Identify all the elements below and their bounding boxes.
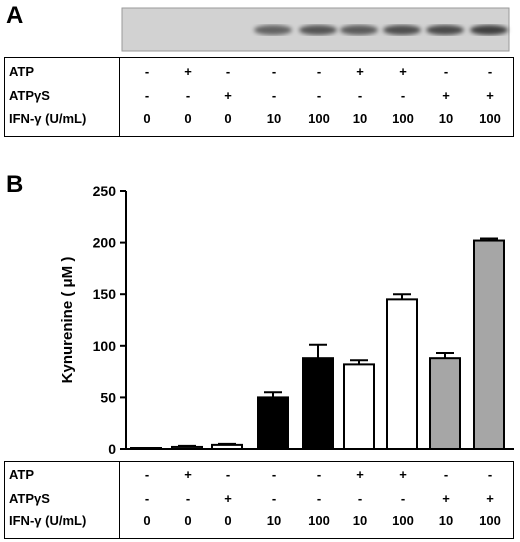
- table-a-cell-atp: -: [144, 64, 150, 79]
- table-b-cell-atp: -: [316, 467, 322, 482]
- blot-band: [254, 25, 292, 35]
- table-b-cell-atpgs: -: [357, 491, 363, 506]
- table-b-cell-atpgs: +: [224, 491, 232, 506]
- table-a-cell-atp: +: [356, 64, 364, 79]
- y-tick-label: 250: [93, 183, 117, 199]
- table-b-cell-atp: +: [356, 467, 364, 482]
- table-a-cell-atpgs: +: [486, 88, 494, 103]
- table-b-cell-atpgs: +: [442, 491, 450, 506]
- y-axis-label: Kynurenine ( μM ): [59, 257, 76, 384]
- table-b-cell-atp: +: [399, 467, 407, 482]
- table-divider: [119, 462, 120, 538]
- table-b-cell-atpgs: -: [271, 491, 277, 506]
- panel-a-condition-table: ATP ATPγS IFN-γ (U/mL) - - 0 + - 0 - +0 - - 10 - - 100 + -…: [4, 57, 514, 137]
- y-tick-label: 200: [93, 235, 117, 251]
- table-b-cell-atp: -: [271, 467, 277, 482]
- table-b-cell-atpgs: -: [316, 491, 322, 506]
- table-b-cell-atp: +: [184, 467, 192, 482]
- blot-band: [383, 25, 421, 35]
- table-b-cell-atpgs: -: [144, 491, 150, 506]
- table-a-cell-ifn: 100: [308, 111, 330, 126]
- table-a-cell-ifn: 100: [479, 111, 501, 126]
- table-b-cell-atpgs: -: [185, 491, 191, 506]
- bar: [343, 363, 375, 451]
- table-b-cell-ifn: 100: [479, 513, 501, 528]
- bar: [473, 239, 505, 450]
- table-a-cell-atp: -: [271, 64, 277, 79]
- bar: [302, 357, 334, 450]
- y-tick-label: 150: [93, 286, 117, 302]
- panel-b-condition-table: ATP ATPγS IFN-γ (U/mL) - - 0 + - 0 - +0 - - 10 - - 100 + -…: [4, 461, 514, 539]
- blot-band: [426, 25, 464, 35]
- blot-band: [340, 25, 378, 35]
- table-b-row-label-atp: ATP: [9, 467, 35, 482]
- bar: [257, 396, 289, 450]
- table-a-cell-ifn: 100: [392, 111, 414, 126]
- table-b-cell-ifn: 10: [266, 513, 282, 528]
- table-a-cell-atpgs: +: [224, 88, 232, 103]
- table-a-cell-atpgs: -: [400, 88, 406, 103]
- bar: [211, 443, 243, 451]
- table-a-cell-atpgs: +: [442, 88, 450, 103]
- table-b-cell-atp: -: [443, 467, 449, 482]
- table-a-cell-ifn: 0: [184, 111, 192, 126]
- table-a-cell-atpgs: -: [357, 88, 363, 103]
- panel-a-letter: A: [6, 2, 24, 29]
- table-a-cell-ifn: 0: [143, 111, 151, 126]
- table-b-cell-ifn: 100: [308, 513, 330, 528]
- blot-band: [299, 25, 337, 35]
- table-a-cell-ifn: 10: [266, 111, 282, 126]
- table-a-cell-atpgs: -: [316, 88, 322, 103]
- table-a-cell-ifn: 10: [438, 111, 454, 126]
- y-tick-label: 0: [108, 441, 116, 457]
- table-a-cell-atp: -: [443, 64, 449, 79]
- table-a-row-label-ifn: IFN-γ (U/mL): [9, 111, 87, 126]
- table-a-cell-atpgs: -: [185, 88, 191, 103]
- table-b-cell-ifn: 10: [438, 513, 454, 528]
- western-blot-image: [121, 7, 510, 52]
- kynurenine-bar-chart: 0 50 100 150 200 250 Kynurenine ( μM ): [59, 183, 514, 457]
- table-b-cell-ifn: 0: [224, 513, 232, 528]
- y-tick-label: 100: [93, 338, 117, 354]
- table-a-cell-ifn: 10: [352, 111, 368, 126]
- bar: [386, 298, 418, 450]
- table-a-cell-atp: -: [487, 64, 493, 79]
- bar: [429, 357, 461, 450]
- y-tick-label: 50: [100, 389, 116, 405]
- table-a-cell-ifn: 0: [224, 111, 232, 126]
- table-a-row-label-atpgs: ATPγS: [9, 88, 50, 103]
- table-b-cell-atp: -: [487, 467, 493, 482]
- table-b-cell-ifn: 0: [184, 513, 192, 528]
- table-b-row-label-atpgs: ATPγS: [9, 491, 50, 506]
- table-b-cell-atp: -: [144, 467, 150, 482]
- table-a-row-label-atp: ATP: [9, 64, 35, 79]
- bar: [130, 447, 162, 450]
- table-a-cell-atpgs: -: [271, 88, 277, 103]
- table-divider: [119, 58, 120, 136]
- table-b-cell-atpgs: -: [400, 491, 406, 506]
- table-b-cell-ifn: 100: [392, 513, 414, 528]
- table-b-cell-ifn: 10: [352, 513, 368, 528]
- table-a-cell-atpgs: -: [144, 88, 150, 103]
- panel-b-letter: B: [6, 171, 24, 198]
- table-b-row-label-ifn: IFN-γ (U/mL): [9, 513, 87, 528]
- table-b-cell-ifn: 0: [143, 513, 151, 528]
- bar: [171, 445, 203, 451]
- table-b-cell-atpgs: +: [486, 491, 494, 506]
- table-a-cell-atp: -: [316, 64, 322, 79]
- table-a-cell-atp: -: [225, 64, 231, 79]
- table-a-cell-atp: +: [184, 64, 192, 79]
- blot-band: [470, 25, 508, 35]
- table-a-cell-atp: +: [399, 64, 407, 79]
- table-b-cell-atp: -: [225, 467, 231, 482]
